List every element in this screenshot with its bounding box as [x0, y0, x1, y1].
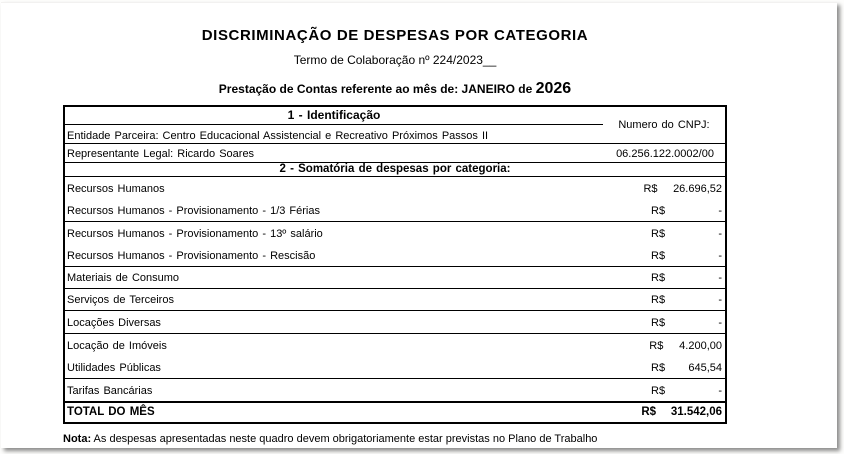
table-row-servicos-terceiros: Serviços de Terceiros R$ -	[65, 289, 725, 312]
cnpj-label-cell: Numero do CNPJ:	[603, 107, 725, 143]
table-row-locacoes-diversas: Locações Diversas R$ -	[65, 311, 725, 334]
entity-name-cell: Entidade Parceira: Centro Educacional As…	[65, 125, 603, 143]
currency-symbol: R$	[651, 249, 666, 262]
total-value: 31.542,06	[670, 406, 722, 419]
document-page: DISCRIMINAÇÃO DE DESPESAS POR CATEGORIA …	[1, 2, 837, 448]
row-value: -	[718, 249, 722, 262]
collaboration-term-subtitle: Termo de Colaboração nº 224/2023__	[293, 53, 497, 67]
table-row-recursos-humanos: Recursos Humanos R$ 26.696,52	[65, 177, 725, 199]
row-label: Materiais de Consumo	[67, 271, 180, 284]
row-label: Tarifas Bancárias	[67, 384, 153, 397]
row-value: -	[718, 271, 722, 284]
cnpj-value-cell: 06.256.122.0002/00	[605, 144, 725, 162]
representative-row: Representante Legal: Ricardo Soares 06.2…	[65, 144, 725, 163]
row-value: 4.200,00	[679, 340, 722, 353]
row-label: Utilidades Públicas	[67, 361, 161, 374]
table-row-provisionamento-13-salario: Recursos Humanos - Provisionamento - 13º…	[65, 222, 725, 244]
currency-symbol: R$	[643, 183, 658, 196]
currency-symbol: R$	[651, 271, 666, 284]
cnpj-value: 06.256.122.0002/00	[616, 148, 714, 160]
section1-header: 1 - Identificação	[65, 107, 603, 125]
table-row-tarifas-bancarias: Tarifas Bancárias R$ -	[65, 379, 725, 401]
total-currency-symbol: R$	[641, 406, 657, 419]
row-label: Recursos Humanos - Provisionamento - 13º…	[67, 228, 323, 241]
identification-left-cells: 1 - Identificação Entidade Parceira: Cen…	[65, 107, 603, 143]
currency-symbol: R$	[651, 316, 666, 329]
row-label: Recursos Humanos	[67, 183, 165, 196]
row-value: 645,54	[688, 361, 722, 374]
total-label: TOTAL DO MÊS	[67, 406, 155, 419]
reporting-month-line: Prestação de Contas referente ao mês de:…	[63, 80, 727, 98]
currency-symbol: R$	[651, 228, 666, 241]
document-title: DISCRIMINAÇÃO DE DESPESAS POR CATEGORIA	[201, 27, 589, 44]
table-row-utilidades-publicas: Utilidades Públicas R$ 645,54	[65, 356, 725, 379]
currency-symbol: R$	[651, 384, 666, 397]
footer-note: Nota: As despesas apresentadas neste qua…	[63, 433, 727, 445]
section2-header: 2 - Somatória de despesas por categoria:	[65, 163, 725, 177]
row-label: Recursos Humanos - Provisionamento - Res…	[67, 249, 316, 262]
row-value: -	[718, 316, 722, 329]
row-value: -	[718, 228, 722, 241]
table-row-materiais-consumo: Materiais de Consumo R$ -	[65, 267, 725, 289]
representative-text: Representante Legal: Ricardo Soares	[67, 148, 255, 160]
currency-symbol: R$	[651, 294, 666, 307]
document-content: DISCRIMINAÇÃO DE DESPESAS POR CATEGORIA …	[63, 3, 727, 445]
row-value: -	[718, 384, 722, 397]
footer-note-text: As despesas apresentadas neste quadro de…	[91, 432, 598, 445]
currency-symbol: R$	[651, 204, 666, 217]
expenses-table: 1 - Identificação Entidade Parceira: Cen…	[63, 105, 727, 424]
currency-symbol: R$	[651, 361, 666, 374]
footer-note-label: Nota:	[63, 432, 92, 445]
table-row-locacao-imoveis: Locação de Imóveis R$ 4.200,00	[65, 334, 725, 356]
table-row-total: TOTAL DO MÊS R$ 31.542,06	[65, 400, 725, 422]
row-label: Locações Diversas	[67, 316, 161, 329]
reporting-year: 2026	[535, 80, 572, 97]
table-row-provisionamento-ferias: Recursos Humanos - Provisionamento - 1/3…	[65, 199, 725, 222]
row-value: -	[718, 204, 722, 217]
row-value: -	[718, 294, 722, 307]
currency-symbol: R$	[649, 340, 664, 353]
row-label: Locação de Imóveis	[67, 340, 167, 353]
reporting-month-label: Prestação de Contas referente ao mês de:…	[218, 82, 533, 96]
row-label: Serviços de Terceiros	[67, 294, 174, 307]
row-value: 26.696,52	[673, 183, 722, 196]
table-row-provisionamento-rescisao: Recursos Humanos - Provisionamento - Res…	[65, 244, 725, 267]
entity-name-text: Entidade Parceira: Centro Educacional As…	[67, 130, 489, 142]
identification-header-row: 1 - Identificação Entidade Parceira: Cen…	[65, 107, 725, 144]
row-label: Recursos Humanos - Provisionamento - 1/3…	[67, 204, 320, 217]
representative-cell: Representante Legal: Ricardo Soares	[65, 144, 605, 162]
cnpj-label: Numero do CNPJ:	[618, 119, 710, 131]
